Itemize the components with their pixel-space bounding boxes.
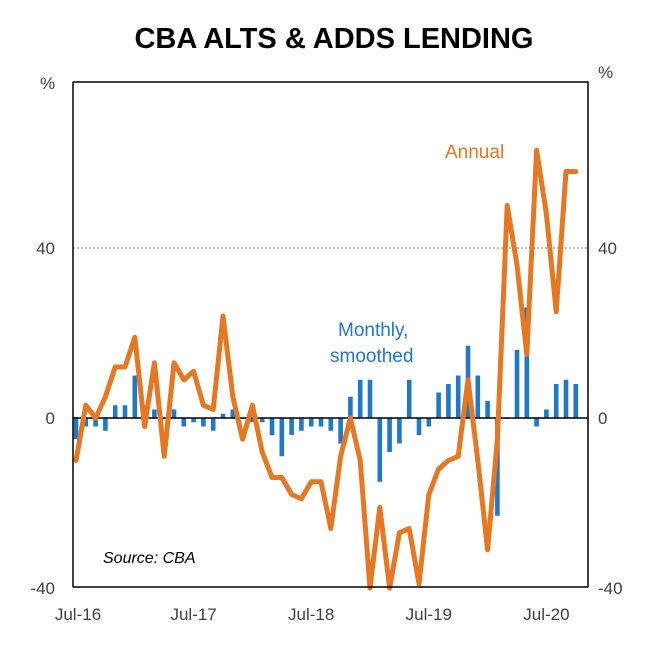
monthly-bar xyxy=(338,418,343,444)
x-tick-label: Jul-18 xyxy=(288,605,334,624)
monthly-bar xyxy=(563,379,569,418)
y-tick-label-left: 40 xyxy=(36,239,55,258)
monthly-bar xyxy=(269,418,275,435)
source-note: Source: CBA xyxy=(103,550,195,567)
monthly-bar xyxy=(299,418,304,431)
left-unit-label: % xyxy=(40,74,55,93)
monthly-bar xyxy=(544,409,549,418)
monthly-bar xyxy=(318,418,324,427)
y-tick-label-right: -40 xyxy=(598,579,623,598)
monthly-bar xyxy=(230,409,236,418)
monthly-series-label-line2: smoothed xyxy=(330,346,413,367)
y-tick-labels: 40 40 0 0 -40 -40 xyxy=(30,239,622,598)
monthly-bar xyxy=(250,418,255,423)
monthly-bar xyxy=(553,384,559,418)
monthly-bar xyxy=(357,379,363,418)
y-tick-label-left: -40 xyxy=(30,579,55,598)
monthly-bar xyxy=(426,418,432,427)
right-unit-label: % xyxy=(598,63,613,82)
y-tick-label-left: 0 xyxy=(46,409,55,428)
monthly-bar xyxy=(181,418,187,427)
monthly-bar xyxy=(210,418,216,431)
monthly-bar xyxy=(122,405,128,418)
annual-series-label: Annual xyxy=(445,142,504,163)
monthly-bar xyxy=(132,375,138,418)
monthly-bar xyxy=(406,379,412,418)
monthly-bar xyxy=(201,418,206,427)
x-tick-label: Jul-16 xyxy=(55,605,101,624)
monthly-bar xyxy=(93,418,98,427)
monthly-bar xyxy=(328,418,334,431)
monthly-bar xyxy=(83,418,89,427)
monthly-bar xyxy=(524,307,530,418)
monthly-bar xyxy=(103,418,108,431)
x-tick-labels: Jul-16 Jul-17 Jul-18 Jul-19 Jul-20 xyxy=(55,605,570,624)
monthly-bar xyxy=(367,379,373,418)
monthly-bar xyxy=(112,405,118,418)
monthly-bar xyxy=(397,418,402,444)
monthly-bar xyxy=(279,418,285,457)
y-tick-label-right: 0 xyxy=(598,409,607,428)
x-tick-label: Jul-17 xyxy=(170,605,216,624)
monthly-bar xyxy=(455,375,461,418)
monthly-bar xyxy=(416,418,422,435)
monthly-bar xyxy=(191,418,196,423)
monthly-bar xyxy=(73,418,79,440)
monthly-bar xyxy=(377,418,383,482)
monthly-bar xyxy=(514,350,520,418)
y-tick-label-right: 40 xyxy=(598,239,617,258)
monthly-bar xyxy=(446,384,451,418)
x-tick-label: Jul-20 xyxy=(523,605,569,624)
monthly-bar xyxy=(475,375,481,418)
monthly-bar xyxy=(534,418,539,427)
monthly-bar xyxy=(573,384,579,418)
monthly-bar xyxy=(171,409,177,418)
chart-title: CBA ALTS & ADDS LENDING xyxy=(134,23,533,55)
annual-line xyxy=(73,147,579,591)
monthly-series-label-line1: Monthly, xyxy=(338,320,408,341)
monthly-bar xyxy=(485,401,490,418)
monthly-bar xyxy=(289,418,294,435)
monthly-bar xyxy=(259,418,265,423)
monthly-bar xyxy=(220,413,226,418)
monthly-bar xyxy=(308,418,314,427)
monthly-bar xyxy=(387,418,392,452)
monthly-bars xyxy=(73,307,579,516)
monthly-bar xyxy=(348,396,353,418)
monthly-bar xyxy=(436,392,441,418)
monthly-bar xyxy=(152,409,157,418)
x-tick-label: Jul-19 xyxy=(406,605,452,624)
